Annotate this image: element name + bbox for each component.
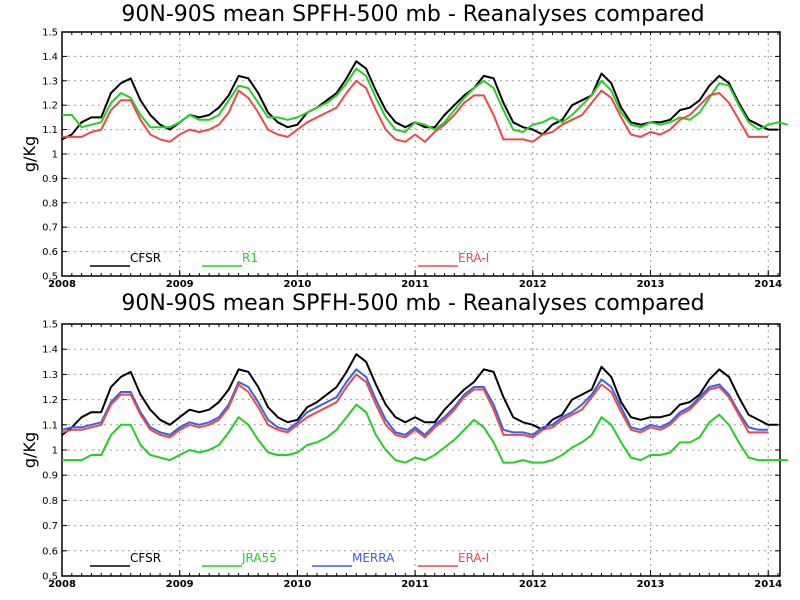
- series-line-era-i: [62, 79, 769, 143]
- x-tick-label: 2014: [754, 579, 782, 590]
- legend-label: ERA-I: [458, 551, 489, 565]
- y-tick-label: 0.5: [42, 572, 58, 583]
- x-tick-label: 2013: [637, 279, 665, 290]
- x-tick-label: 2010: [283, 279, 311, 290]
- series-line-r1: [62, 67, 789, 133]
- series-line-era-i: [61, 373, 769, 439]
- y-tick-label: 1.4: [42, 52, 58, 63]
- x-tick-label: 2012: [519, 579, 547, 590]
- y-tick-label: 0.6: [42, 247, 58, 258]
- y-tick-label: 0.7: [42, 223, 58, 234]
- legend-label: JRA55: [241, 551, 277, 565]
- y-tick-label: 1.2: [42, 101, 58, 112]
- y-tick-label: 1: [52, 150, 58, 161]
- chart-panel-1: 90N-90S mean SPFH-500 mb - Reanalyses co…: [20, 2, 789, 290]
- x-tick-label: 2010: [283, 579, 311, 590]
- chart-panel-2: 90N-90S mean SPFH-500 mb - Reanalyses co…: [20, 291, 788, 590]
- y-tick-label: 1.3: [42, 76, 58, 87]
- legend-label: R1: [242, 251, 258, 265]
- y-tick-label: 0.8: [42, 496, 58, 507]
- x-tick-label: 2008: [48, 579, 76, 590]
- legend-label: CFSR: [130, 251, 161, 265]
- y-axis-label: g/Kg: [20, 432, 39, 468]
- x-tick-label: 2009: [166, 579, 194, 590]
- y-tick-label: 0.9: [42, 471, 58, 482]
- series-line-jra55: [62, 403, 788, 464]
- y-tick-label: 0.9: [42, 174, 58, 185]
- y-tick-label: 0.7: [42, 521, 58, 532]
- legend-label: CFSR: [130, 551, 161, 565]
- legend-label: ERA-I: [458, 251, 489, 265]
- x-tick-label: 2011: [401, 579, 429, 590]
- x-tick-label: 2011: [401, 279, 429, 290]
- y-tick-label: 0.6: [42, 546, 58, 557]
- chart-title: 90N-90S mean SPFH-500 mb - Reanalyses co…: [121, 291, 704, 316]
- y-tick-label: 1.4: [42, 345, 58, 356]
- x-tick-label: 2012: [519, 279, 547, 290]
- y-tick-label: 1.1: [42, 420, 58, 431]
- x-tick-label: 2013: [637, 579, 665, 590]
- y-tick-label: 1.5: [42, 28, 58, 39]
- chart-title: 90N-90S mean SPFH-500 mb - Reanalyses co…: [121, 2, 704, 27]
- y-tick-label: 1.3: [42, 370, 58, 381]
- y-tick-label: 1.1: [42, 125, 58, 136]
- y-tick-label: 0.8: [42, 198, 58, 209]
- y-tick-label: 1.5: [42, 320, 58, 331]
- y-tick-label: 1.2: [42, 395, 58, 406]
- y-tick-label: 0.5: [42, 272, 58, 283]
- series-line-merra: [61, 368, 769, 436]
- y-tick-label: 1: [52, 446, 58, 457]
- x-tick-label: 2014: [754, 279, 782, 290]
- x-tick-label: 2008: [48, 279, 76, 290]
- series-line-cfsr: [61, 353, 778, 436]
- plot-frame: [61, 31, 781, 277]
- x-tick-label: 2009: [166, 279, 194, 290]
- y-axis-label: g/Kg: [20, 136, 39, 172]
- legend-label: MERRA: [352, 551, 395, 565]
